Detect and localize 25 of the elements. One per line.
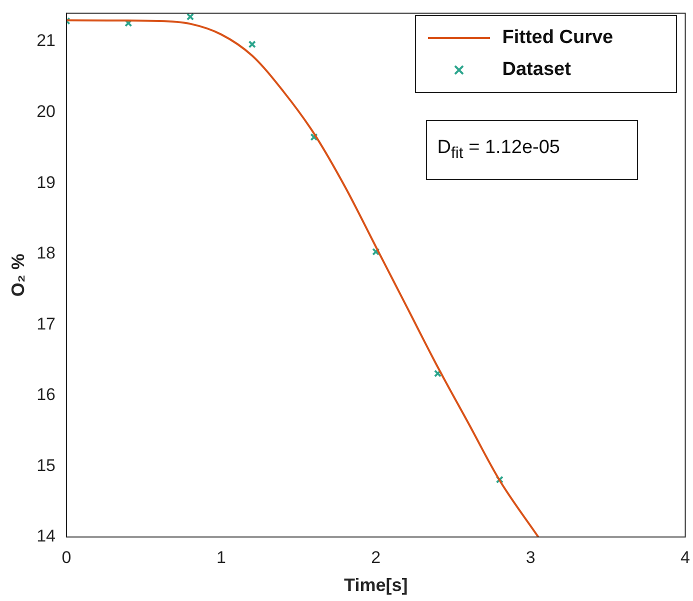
point (248, 40, 256, 48)
y-tick-label: 21 (36, 31, 56, 50)
y-tick-label: 20 (36, 102, 56, 121)
y-tick-label: 19 (36, 172, 56, 192)
y-tick-label: 18 (36, 244, 56, 263)
point (186, 13, 194, 21)
y-tick-label: 17 (36, 314, 56, 334)
point (310, 133, 318, 141)
legend-label: Fitted Curve (502, 27, 614, 50)
point (124, 19, 132, 27)
x-tick-label: 2 (371, 548, 381, 567)
legend-label: Dataset (502, 59, 571, 82)
x-axis-title: Time[s] (344, 575, 408, 596)
x-tick-label: 3 (526, 548, 536, 567)
x-tick-label: 0 (62, 548, 72, 567)
point (372, 248, 380, 256)
annotation: D$_{fit}$ = 1.12e-05 (437, 137, 560, 163)
y-tick-label: 15 (36, 456, 56, 475)
point (496, 476, 504, 484)
y-axis-title: O₂ % (8, 254, 28, 297)
y-tick-label: 16 (36, 385, 56, 404)
y-tick-label: 14 (36, 526, 56, 546)
x-tick-label: 1 (216, 548, 226, 567)
x-tick-label: 4 (680, 548, 690, 567)
point (434, 370, 442, 378)
